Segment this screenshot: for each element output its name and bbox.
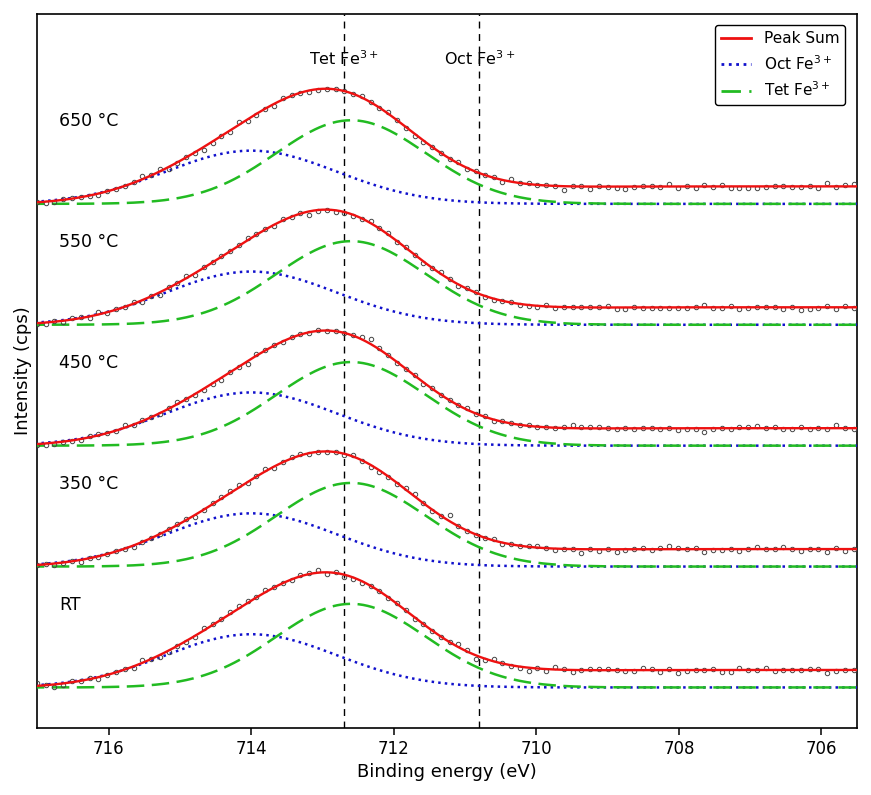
Text: 450 °C: 450 °C <box>59 354 118 372</box>
X-axis label: Binding energy (eV): Binding energy (eV) <box>357 763 537 781</box>
Legend: Peak Sum, Oct Fe$^{3+}$, Tet Fe$^{3+}$: Peak Sum, Oct Fe$^{3+}$, Tet Fe$^{3+}$ <box>715 25 846 105</box>
Text: 350 °C: 350 °C <box>59 475 118 493</box>
Text: RT: RT <box>59 595 80 614</box>
Text: Oct Fe$^{3+}$: Oct Fe$^{3+}$ <box>443 49 515 68</box>
Text: 650 °C: 650 °C <box>59 112 118 130</box>
Text: 550 °C: 550 °C <box>59 233 118 251</box>
Y-axis label: Intensity (cps): Intensity (cps) <box>14 306 32 435</box>
Text: Tet Fe$^{3+}$: Tet Fe$^{3+}$ <box>309 49 379 68</box>
